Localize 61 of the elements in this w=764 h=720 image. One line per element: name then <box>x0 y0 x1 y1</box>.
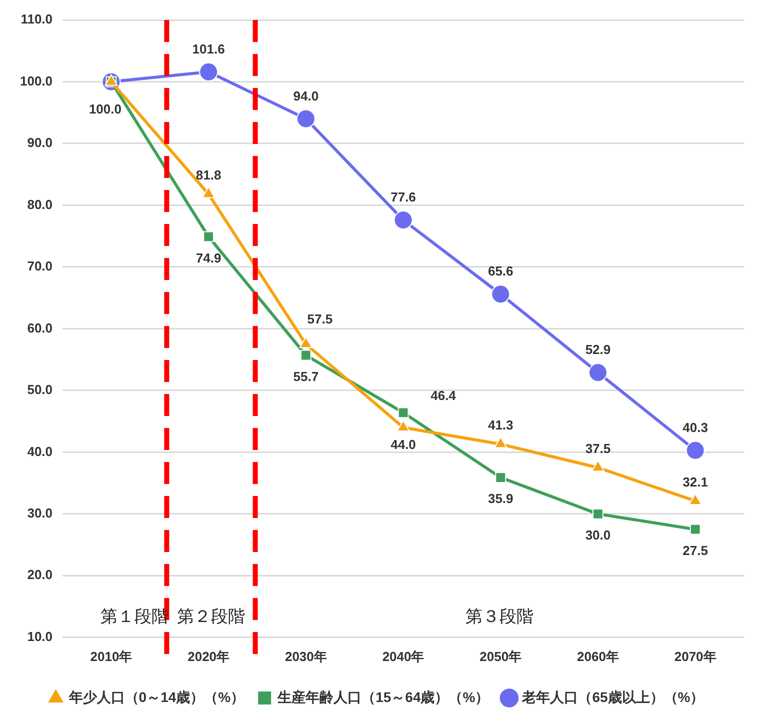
y-tick-label: 50.0 <box>27 382 53 398</box>
data-label: 57.5 <box>307 312 333 327</box>
point <box>591 460 605 472</box>
y-tick-label: 60.0 <box>27 320 53 336</box>
x-tick-label: 2040年 <box>382 648 424 664</box>
point <box>203 231 214 242</box>
point <box>202 186 216 198</box>
data-label: 41.3 <box>488 418 514 433</box>
point <box>491 284 510 304</box>
data-label: 94.0 <box>293 88 319 104</box>
annotation: 第３段階 <box>466 607 534 626</box>
point <box>299 336 312 348</box>
y-tick-label: 80.0 <box>27 196 53 212</box>
point <box>592 508 604 520</box>
x-tick-label: 2030年 <box>284 648 327 664</box>
legend-label: 年少人口（0～14歳）（%） <box>68 688 245 705</box>
data-label: 101.6 <box>192 41 225 56</box>
point <box>690 524 701 535</box>
point <box>300 350 312 361</box>
data-label: 100.0 <box>88 101 122 116</box>
point <box>396 420 410 432</box>
legend-label: 老年人口（65歳以上）（%） <box>521 688 704 705</box>
data-label: 74.9 <box>196 250 222 266</box>
x-tick-label: 2050年 <box>480 648 522 664</box>
point <box>688 493 702 505</box>
y-tick-label: 10.0 <box>27 628 53 644</box>
data-label: 46.4 <box>430 388 457 404</box>
point <box>394 210 413 230</box>
point <box>494 436 508 448</box>
point <box>296 109 316 128</box>
data-label: 40.3 <box>682 420 708 435</box>
y-tick-label: 110.0 <box>20 12 53 27</box>
x-tick-label: 2010年 <box>90 648 132 664</box>
point <box>398 407 409 418</box>
x-tick-label: 2070年 <box>674 648 716 664</box>
data-label: 52.9 <box>585 342 611 358</box>
y-tick-label: 70.0 <box>27 258 53 274</box>
data-label: 35.9 <box>488 491 514 506</box>
point <box>495 472 506 483</box>
data-label: 77.6 <box>390 190 416 205</box>
point <box>199 62 218 82</box>
x-tick-label: 2060年 <box>577 648 619 664</box>
y-tick-label: 40.0 <box>27 444 53 459</box>
data-label: 30.0 <box>585 528 611 542</box>
y-tick-label: 30.0 <box>27 506 53 520</box>
annotation: 第１段階 <box>100 607 169 626</box>
data-label: 65.6 <box>488 264 514 279</box>
data-label: 81.8 <box>196 168 222 183</box>
y-tick-label: 90.0 <box>27 135 53 150</box>
data-label: 37.5 <box>585 441 611 456</box>
data-label: 55.7 <box>293 368 319 384</box>
data-label: 44.0 <box>390 437 416 452</box>
point <box>588 363 608 382</box>
y-tick-label: 20.0 <box>27 567 53 582</box>
data-label: 27.5 <box>682 542 708 558</box>
data-label: 32.1 <box>682 474 708 490</box>
point <box>686 440 705 460</box>
legend-label: 生産年齢人口（15～64歳）（%） <box>276 688 490 705</box>
y-tick-label: 100.0 <box>20 73 53 88</box>
annotation: 第２段階 <box>176 607 245 626</box>
x-tick-label: 2020年 <box>188 648 230 664</box>
